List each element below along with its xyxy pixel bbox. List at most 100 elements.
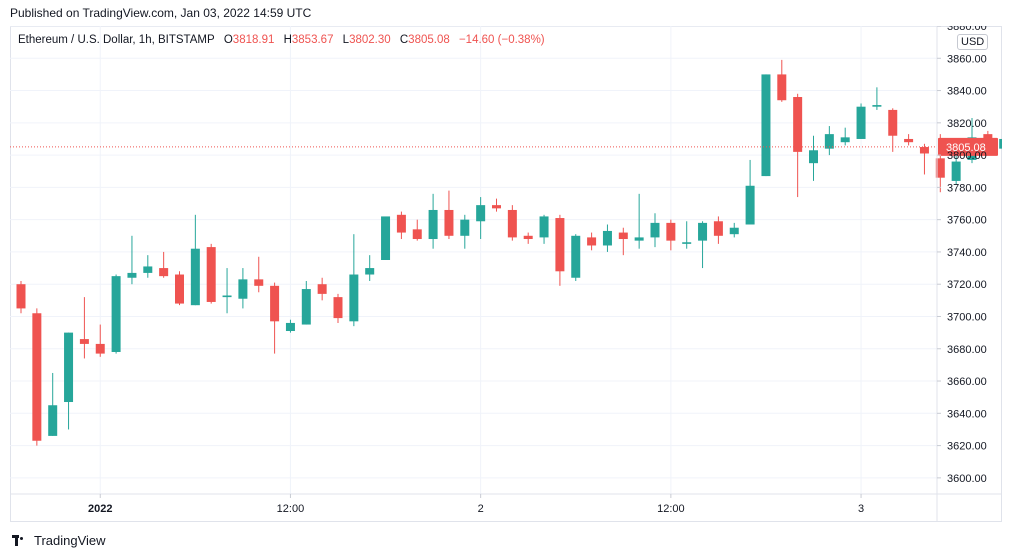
candle-body xyxy=(349,274,359,322)
candle-body xyxy=(809,150,818,164)
candle xyxy=(777,59,787,102)
time-tick-label: 2022 xyxy=(88,503,112,515)
open-label: O xyxy=(223,34,233,46)
candle xyxy=(539,214,549,244)
candle xyxy=(618,227,628,256)
last-price-line: 3805.08 xyxy=(10,137,998,156)
candle-body xyxy=(650,222,660,238)
time-tick-label: 12:00 xyxy=(277,503,305,515)
published-caption: Published on TradingView.com, Jan 03, 20… xyxy=(10,6,312,20)
candle-body xyxy=(190,248,200,306)
candle xyxy=(476,197,486,240)
candle xyxy=(222,268,232,314)
candle-body xyxy=(713,221,723,236)
low-value: 3802.30 xyxy=(349,34,391,46)
high-value: 3853.67 xyxy=(291,34,334,46)
price-tick-label: 3700.00 xyxy=(947,311,987,323)
candle-body xyxy=(238,279,248,299)
candle-body xyxy=(523,235,533,240)
candle-body xyxy=(48,405,58,436)
candle-body xyxy=(143,266,153,273)
close-label: C xyxy=(399,34,409,46)
currency-badge[interactable]: USD xyxy=(957,34,989,50)
candle-body xyxy=(444,209,454,236)
candle-body xyxy=(492,205,501,209)
candle xyxy=(127,235,137,285)
candle xyxy=(682,221,692,249)
candle-body xyxy=(428,209,438,240)
open-value: 3818.91 xyxy=(232,34,275,46)
candle-body xyxy=(618,232,628,240)
candle-body xyxy=(904,138,914,143)
price-tick-label: 3620.00 xyxy=(947,441,987,453)
high-label: H xyxy=(283,34,292,46)
price-tick-label: 3760.00 xyxy=(947,215,987,227)
candle xyxy=(396,211,406,240)
candle-body xyxy=(111,276,121,352)
candle xyxy=(317,277,327,301)
symbol-title[interactable]: Ethereum / U.S. Dollar, 1h, BITSTAMP xyxy=(18,34,215,46)
close-value: 3805.08 xyxy=(408,34,450,46)
candle xyxy=(824,126,834,156)
candle-body xyxy=(539,216,549,238)
candle-body xyxy=(365,268,375,275)
brand-name: TradingView xyxy=(34,533,106,548)
candle xyxy=(492,198,501,212)
candle-body xyxy=(555,218,565,272)
candle-body xyxy=(396,214,406,233)
candle-body xyxy=(270,285,280,322)
candle xyxy=(919,143,929,175)
last-price-tag xyxy=(938,137,998,156)
candle xyxy=(713,216,723,244)
time-tick-label: 3 xyxy=(858,503,864,515)
last-price-label: 3805.08 xyxy=(946,142,986,154)
change-value: −14.60 (−0.38%) xyxy=(458,34,545,46)
candle-body xyxy=(761,74,771,177)
candlestick-chart[interactable]: 3805.08 3600.00 3620.00 3640.00 3660.00 3680… xyxy=(10,26,1002,522)
price-tick-label: 3720.00 xyxy=(947,279,987,291)
candle xyxy=(555,214,565,286)
candle-body xyxy=(159,268,169,277)
price-tick-label: 3860.00 xyxy=(947,53,987,65)
footer-brand[interactable]: TradingView xyxy=(12,533,106,548)
price-tick-label: 3660.00 xyxy=(947,376,987,388)
candle xyxy=(793,93,803,198)
candle xyxy=(650,213,660,248)
candle-body xyxy=(745,185,755,225)
candle xyxy=(904,134,914,146)
candle-body xyxy=(698,222,708,241)
candle xyxy=(571,234,581,281)
candle xyxy=(175,271,184,306)
ohlc-legend: Ethereum / U.S. Dollar, 1h, BITSTAMP O38… xyxy=(18,34,545,46)
candle-body xyxy=(16,284,26,309)
price-tick-label: 3680.00 xyxy=(947,344,987,356)
candle-body xyxy=(919,147,929,154)
candle xyxy=(365,255,375,281)
candle xyxy=(349,234,359,327)
price-tick-label: 3880.00 xyxy=(947,26,987,33)
candle xyxy=(856,103,866,139)
candle xyxy=(64,332,74,430)
candle xyxy=(254,256,264,293)
candle xyxy=(381,216,391,260)
grid-lines xyxy=(10,26,937,494)
candle xyxy=(761,74,771,177)
time-tick-label: 12:00 xyxy=(657,503,685,515)
candle-body xyxy=(587,237,597,246)
candle-body xyxy=(856,106,866,139)
candle-body xyxy=(602,230,612,246)
candle xyxy=(840,127,850,146)
price-tick-label: 3780.00 xyxy=(947,182,987,194)
candle-body xyxy=(254,279,264,286)
candle-body xyxy=(32,313,42,441)
candle-body xyxy=(634,237,644,241)
candle xyxy=(634,193,644,249)
candle xyxy=(587,232,597,251)
candle-body xyxy=(476,205,486,222)
candle xyxy=(285,319,295,333)
candle-body xyxy=(777,74,787,101)
candle xyxy=(333,293,343,323)
candle-body xyxy=(79,339,89,344)
candle xyxy=(809,135,818,181)
candle xyxy=(206,243,216,304)
